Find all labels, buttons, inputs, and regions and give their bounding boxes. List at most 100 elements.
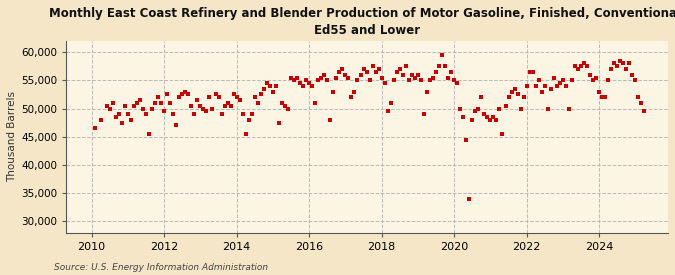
Point	[404, 78, 414, 82]
Point	[117, 120, 128, 125]
Point	[277, 101, 288, 105]
Point	[524, 70, 535, 74]
Point	[255, 92, 266, 97]
Point	[337, 67, 348, 71]
Point	[111, 115, 122, 119]
Point	[376, 75, 387, 80]
Point	[491, 118, 502, 122]
Text: Source: U.S. Energy Information Administration: Source: U.S. Energy Information Administ…	[54, 263, 268, 272]
Point	[101, 103, 112, 108]
Point	[433, 64, 444, 68]
Point	[479, 112, 490, 116]
Point	[612, 64, 623, 68]
Point	[292, 75, 302, 80]
Point	[379, 81, 390, 85]
Point	[171, 123, 182, 128]
Point	[558, 78, 568, 82]
Point	[506, 89, 517, 94]
Point	[192, 98, 202, 102]
Point	[578, 61, 589, 66]
Point	[431, 70, 441, 74]
Point	[600, 95, 611, 100]
Point	[346, 95, 357, 100]
Point	[551, 84, 562, 88]
Point	[503, 95, 514, 100]
Point	[95, 118, 106, 122]
Point	[267, 89, 278, 94]
Point	[591, 75, 601, 80]
Point	[461, 137, 472, 142]
Point	[515, 106, 526, 111]
Point	[159, 109, 169, 114]
Point	[494, 106, 505, 111]
Point	[216, 112, 227, 116]
Point	[243, 118, 254, 122]
Point	[627, 73, 638, 77]
Point	[509, 87, 520, 91]
Point	[210, 92, 221, 97]
Point	[286, 75, 296, 80]
Point	[319, 73, 329, 77]
Point	[113, 112, 124, 116]
Point	[53, 157, 64, 161]
Point	[140, 112, 151, 116]
Point	[134, 98, 145, 102]
Point	[449, 78, 460, 82]
Point	[249, 95, 260, 100]
Point	[545, 87, 556, 91]
Point	[633, 95, 644, 100]
Point	[609, 61, 620, 66]
Point	[289, 78, 300, 82]
Point	[144, 132, 155, 136]
Point	[340, 73, 351, 77]
Point	[636, 101, 647, 105]
Point	[597, 95, 608, 100]
Point	[582, 64, 593, 68]
Point	[240, 132, 251, 136]
Point	[560, 84, 571, 88]
Point	[416, 78, 427, 82]
Point	[537, 89, 547, 94]
Point	[265, 84, 275, 88]
Point	[213, 95, 224, 100]
Point	[328, 89, 339, 94]
Point	[370, 70, 381, 74]
Point	[521, 84, 532, 88]
Point	[180, 89, 190, 94]
Point	[238, 112, 248, 116]
Point	[295, 81, 306, 85]
Point	[412, 73, 423, 77]
Point	[385, 101, 396, 105]
Point	[410, 75, 421, 80]
Point	[310, 101, 321, 105]
Point	[128, 103, 139, 108]
Point	[443, 75, 454, 80]
Point	[252, 101, 263, 105]
Point	[89, 126, 100, 130]
Point	[482, 115, 493, 119]
Y-axis label: Thousand Barrels: Thousand Barrels	[7, 91, 17, 182]
Point	[425, 78, 435, 82]
Point	[316, 75, 327, 80]
Point	[467, 118, 478, 122]
Point	[195, 103, 206, 108]
Point	[204, 95, 215, 100]
Point	[259, 87, 269, 91]
Point	[355, 73, 366, 77]
Point	[452, 81, 462, 85]
Point	[279, 103, 290, 108]
Point	[398, 73, 408, 77]
Point	[418, 112, 429, 116]
Point	[564, 106, 574, 111]
Point	[364, 78, 375, 82]
Point	[518, 95, 529, 100]
Point	[539, 84, 550, 88]
Point	[428, 75, 439, 80]
Point	[228, 92, 239, 97]
Point	[437, 53, 448, 57]
Point	[549, 75, 560, 80]
Point	[500, 103, 511, 108]
Point	[473, 106, 484, 111]
Point	[301, 78, 312, 82]
Point	[618, 61, 628, 66]
